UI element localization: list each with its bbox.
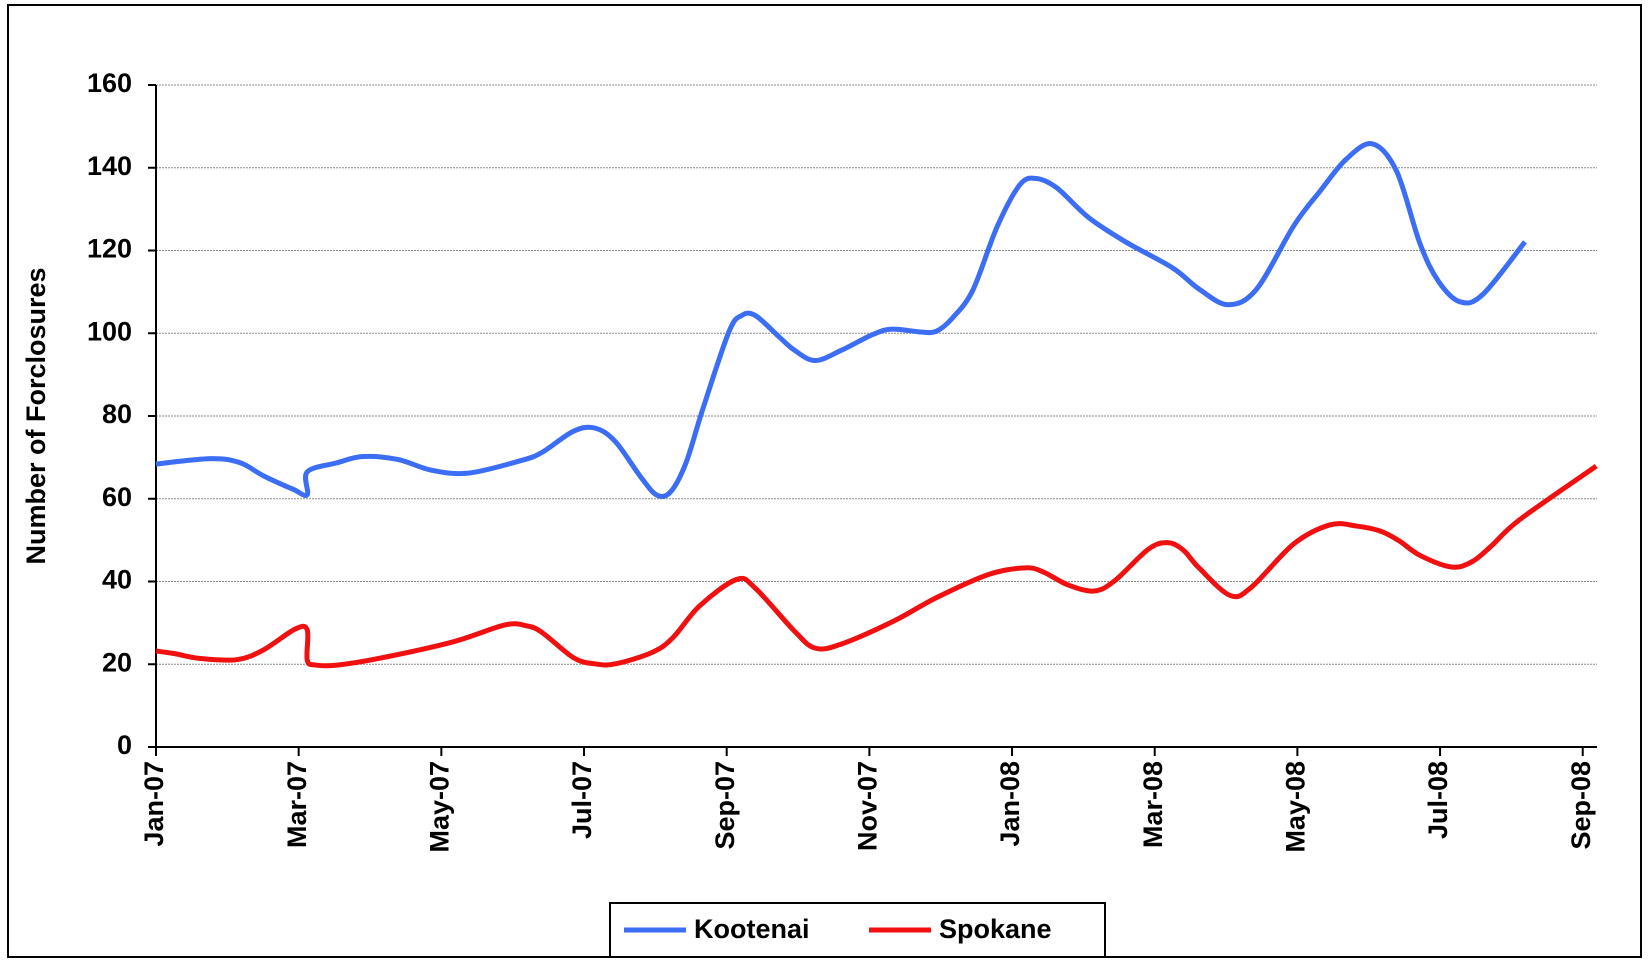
series-line [155,464,1598,669]
y-tick-label: 140 [87,151,132,181]
y-axis-label: Number of Forclosures [21,267,51,564]
x-tick-label: Jan-07 [139,761,169,847]
y-tick-label: 100 [87,316,132,346]
x-tick-label: Nov-07 [852,761,882,851]
x-tick-label: Sep-08 [1566,761,1596,850]
y-tick-label: 160 [87,68,132,98]
y-tick-label: 20 [102,647,132,677]
y-tick-label: 40 [102,565,132,595]
x-tick-label: May-07 [424,761,454,853]
y-tick-label: 60 [102,482,132,512]
legend-label: Spokane [939,914,1052,944]
x-tick-label: Jul-08 [1423,761,1453,839]
x-tick-label: Mar-07 [282,761,312,848]
legend-box [609,902,1106,958]
y-tick-label: 0 [117,730,132,760]
x-tick-label: May-08 [1281,761,1311,853]
x-tick-label: Sep-07 [710,761,740,850]
chart-frame [7,4,1642,958]
y-tick-label: 80 [102,399,132,429]
x-tick-label: Jan-08 [995,761,1025,847]
y-tick-label: 120 [87,234,132,264]
legend-label: Kootenai [694,914,810,944]
x-tick-label: Jul-07 [567,761,597,839]
x-tick-label: Mar-08 [1138,761,1168,848]
series-line [155,141,1527,500]
